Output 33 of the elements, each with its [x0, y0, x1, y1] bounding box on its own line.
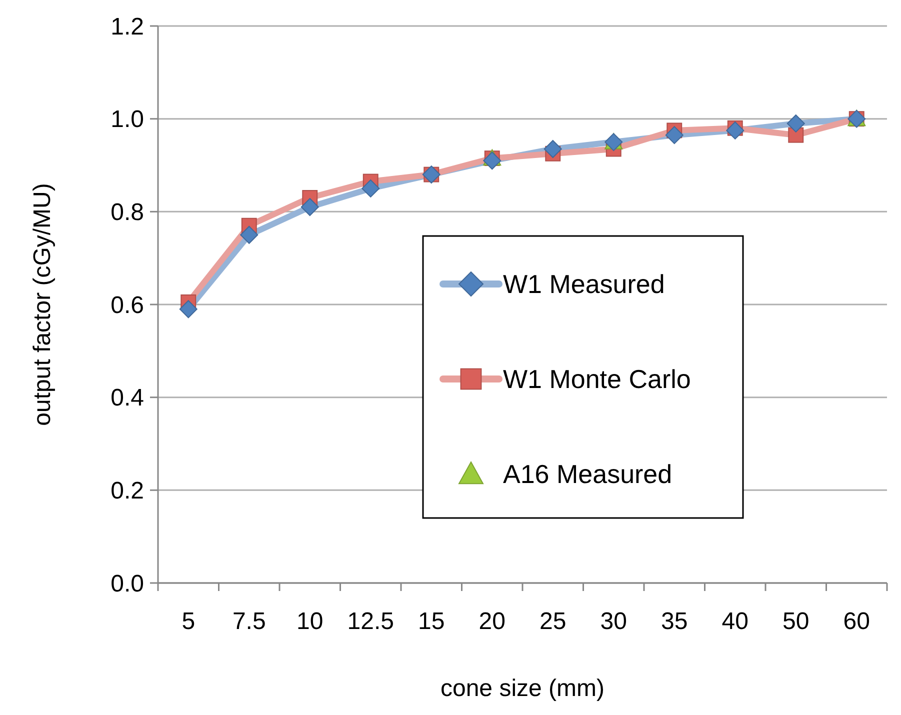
y-tick-label: 0.2: [110, 478, 144, 505]
y-tick-label: 1.0: [110, 106, 144, 134]
x-tick-label: 35: [661, 608, 688, 635]
point: [726, 121, 744, 140]
y-tick-label: 0.6: [110, 292, 144, 319]
point: [179, 300, 198, 318]
point: [544, 140, 562, 158]
x-tick-label: 25: [540, 608, 566, 635]
point: [483, 152, 502, 170]
point: [240, 226, 258, 244]
y-tick-label: 1.2: [110, 13, 144, 40]
x-tick-label: 50: [782, 608, 810, 635]
x-tick-label: 7.5: [232, 608, 266, 635]
legend-label: W1 Measured: [503, 269, 665, 300]
x-tick-label: 5: [182, 608, 196, 635]
point: [786, 114, 805, 132]
point: [300, 198, 319, 216]
y-axis-title: output factor (cGy/MU): [29, 183, 56, 426]
x-axis-title: cone size (mm): [440, 675, 605, 702]
legend-label: A16 Measured: [503, 459, 672, 490]
point: [362, 179, 380, 198]
legend-label: W1 Monte Carlo: [503, 364, 691, 394]
x-tick-label: 30: [600, 608, 627, 635]
y-tick-label: 0.4: [110, 384, 144, 412]
y-tick-label: 0.8: [110, 199, 144, 226]
x-tick-label: 15: [418, 608, 445, 635]
x-tick-label: 12.5: [347, 608, 394, 635]
x-tick-label: 60: [843, 608, 870, 635]
point: [665, 126, 684, 144]
x-tick-label: 20: [478, 608, 506, 635]
x-tick-label: 10: [296, 608, 324, 635]
x-tick-label: 40: [722, 608, 748, 635]
y-tick-label: 0.0: [110, 570, 144, 598]
